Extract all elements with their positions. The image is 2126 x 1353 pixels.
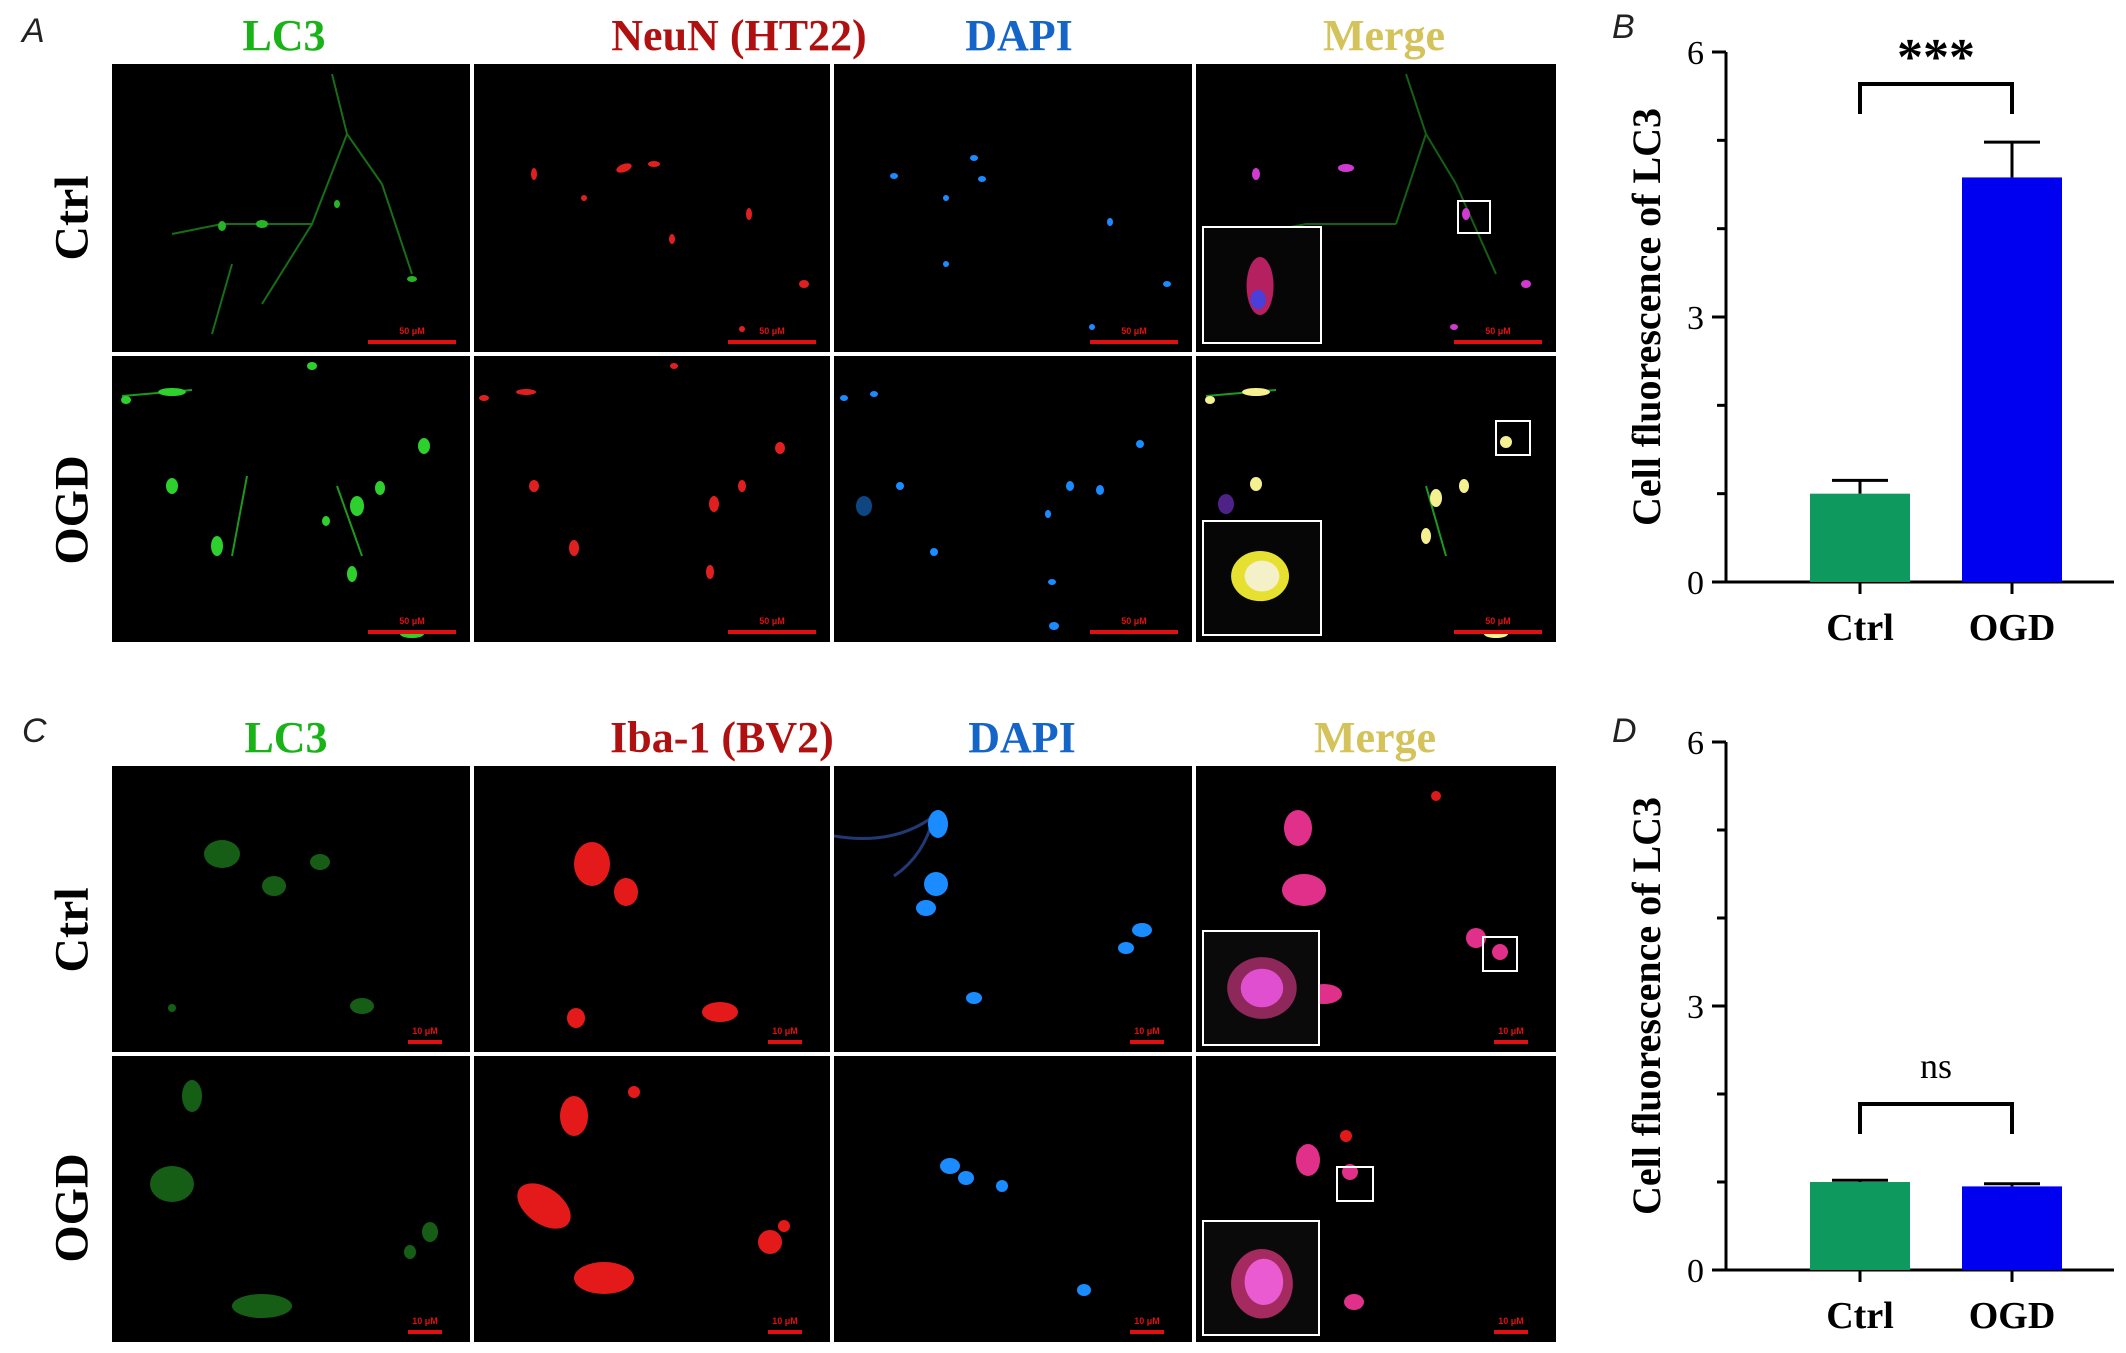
significance-bracket <box>1858 82 2014 114</box>
scale-bar <box>368 340 456 344</box>
column-header-merge-c: Merge <box>1313 713 1437 762</box>
scale-bar <box>728 340 816 344</box>
scale-label: 10 μM <box>1498 1316 1524 1326</box>
selection-box <box>1336 1166 1374 1202</box>
y-tick-label: 6 <box>1687 35 1704 72</box>
bar-ctrl <box>1810 1182 1910 1270</box>
chart-svg: 0 3 6 Cell fluorescence of LC3 Ctrl OGD ns <box>1624 725 2114 1337</box>
row-label-ctrl-c: Ctrl <box>45 887 99 973</box>
scale-label: 50 μM <box>1485 616 1511 626</box>
column-header-iba1-c: Iba-1 (BV2) <box>610 713 834 762</box>
x-tick-label: OGD <box>1969 607 2056 649</box>
zoom-inset <box>1202 520 1322 636</box>
micrograph-a-ogd-neun: 50 μM <box>474 356 830 642</box>
bar-chart-d: 0 3 6 Cell fluorescence of LC3 Ctrl OGD ns <box>1600 712 2120 1348</box>
significance-bracket <box>1858 1102 2014 1134</box>
x-tick-label: Ctrl <box>1826 607 1894 649</box>
micrograph-c-ogd-iba1: 10 μM <box>474 1056 830 1342</box>
micrograph-c-ogd-merge: 10 μM <box>1196 1056 1556 1342</box>
scale-bar <box>1130 1040 1164 1044</box>
micrograph-a-ogd-dapi: 50 μM <box>834 356 1192 642</box>
scale-label: 10 μM <box>772 1026 798 1036</box>
scale-bar <box>368 630 456 634</box>
panel-letter-c: C <box>22 712 47 750</box>
bar-ctrl <box>1810 493 1910 582</box>
significance-label: *** <box>1897 29 1975 86</box>
scale-label: 10 μM <box>412 1026 438 1036</box>
micrograph-a-ctrl-dapi: 50 μM <box>834 64 1192 352</box>
scale-bar <box>1090 340 1178 344</box>
y-axis-label: Cell fluorescence of LC3 <box>1624 797 1669 1215</box>
micrograph-a-ctrl-lc3: 50 μM <box>112 64 470 352</box>
scale-label: 10 μM <box>1134 1026 1160 1036</box>
column-header-lc3-a: LC3 <box>242 11 326 60</box>
zoom-inset <box>1202 1220 1320 1336</box>
row-label-ctrl-a: Ctrl <box>45 175 99 261</box>
scale-label: 50 μM <box>759 616 785 626</box>
micrograph-c-ogd-dapi: 10 μM <box>834 1056 1192 1342</box>
column-header-merge-a: Merge <box>1322 11 1446 60</box>
micrograph-a-ctrl-neun: 50 μM <box>474 64 830 352</box>
y-tick-label: 0 <box>1687 1253 1704 1290</box>
bar-ogd <box>1962 177 2062 582</box>
scale-bar <box>1090 630 1178 634</box>
panel-letter-d: D <box>1612 712 1637 750</box>
micrograph-c-ogd-lc3: 10 μM <box>112 1056 470 1342</box>
row-label-ogd-a: OGD <box>45 455 99 565</box>
selection-box <box>1495 420 1531 456</box>
scale-label: 50 μM <box>759 326 785 336</box>
scale-label: 50 μM <box>399 616 425 626</box>
scale-label: 10 μM <box>1498 1026 1524 1036</box>
significance-label: ns <box>1920 1046 1952 1086</box>
x-tick-label: Ctrl <box>1826 1295 1894 1337</box>
panel-letter-a: A <box>22 12 45 50</box>
y-tick-label: 3 <box>1687 989 1704 1026</box>
micrograph-c-ctrl-lc3: 10 μM <box>112 766 470 1052</box>
column-header-lc3-c: LC3 <box>244 713 328 762</box>
micrograph-c-ctrl-merge: 10 μM <box>1196 766 1556 1052</box>
row-label-ogd-c: OGD <box>45 1153 99 1263</box>
selection-box <box>1457 200 1491 234</box>
scale-label: 50 μM <box>1485 326 1511 336</box>
micrograph-a-ogd-lc3: 50 μM <box>112 356 470 642</box>
scale-label: 50 μM <box>399 326 425 336</box>
chart-svg: 0 3 6 Cell fluorescence of LC3 Ctrl OGD *** <box>1624 29 2114 649</box>
scale-bar <box>728 630 816 634</box>
micrograph-a-ctrl-merge: 50 μM <box>1196 64 1556 352</box>
micrograph-a-ogd-merge: 50 μM <box>1196 356 1556 642</box>
y-tick-label: 0 <box>1687 565 1704 602</box>
y-axis-label: Cell fluorescence of LC3 <box>1624 108 1669 526</box>
scale-bar <box>1494 1330 1528 1334</box>
y-tick-label: 6 <box>1687 725 1704 762</box>
scale-label: 10 μM <box>772 1316 798 1326</box>
scale-bar <box>1454 340 1542 344</box>
bar-chart-b: 0 3 6 Cell fluorescence of LC3 Ctrl OGD *** <box>1600 20 2120 670</box>
scale-label: 10 μM <box>412 1316 438 1326</box>
scale-bar <box>408 1330 442 1334</box>
column-header-dapi-c: DAPI <box>968 713 1076 762</box>
column-header-neun-a: NeuN (HT22) <box>611 11 867 60</box>
bar-ogd <box>1962 1186 2062 1270</box>
scale-bar <box>768 1330 802 1334</box>
panel-letter-b: B <box>1612 8 1635 46</box>
scale-bar <box>768 1040 802 1044</box>
scale-label: 50 μM <box>1121 326 1147 336</box>
scale-label: 10 μM <box>1134 1316 1160 1326</box>
zoom-inset <box>1202 930 1320 1046</box>
y-tick-label: 3 <box>1687 300 1704 337</box>
scale-bar <box>1130 1330 1164 1334</box>
x-tick-label: OGD <box>1969 1295 2056 1337</box>
micrograph-c-ctrl-dapi: 10 μM <box>834 766 1192 1052</box>
scale-bar <box>1494 1040 1528 1044</box>
column-header-dapi-a: DAPI <box>965 11 1073 60</box>
selection-box <box>1482 936 1518 972</box>
scale-label: 50 μM <box>1121 616 1147 626</box>
zoom-inset <box>1202 226 1322 344</box>
scale-bar <box>1454 630 1542 634</box>
micrograph-c-ctrl-iba1: 10 μM <box>474 766 830 1052</box>
scale-bar <box>408 1040 442 1044</box>
